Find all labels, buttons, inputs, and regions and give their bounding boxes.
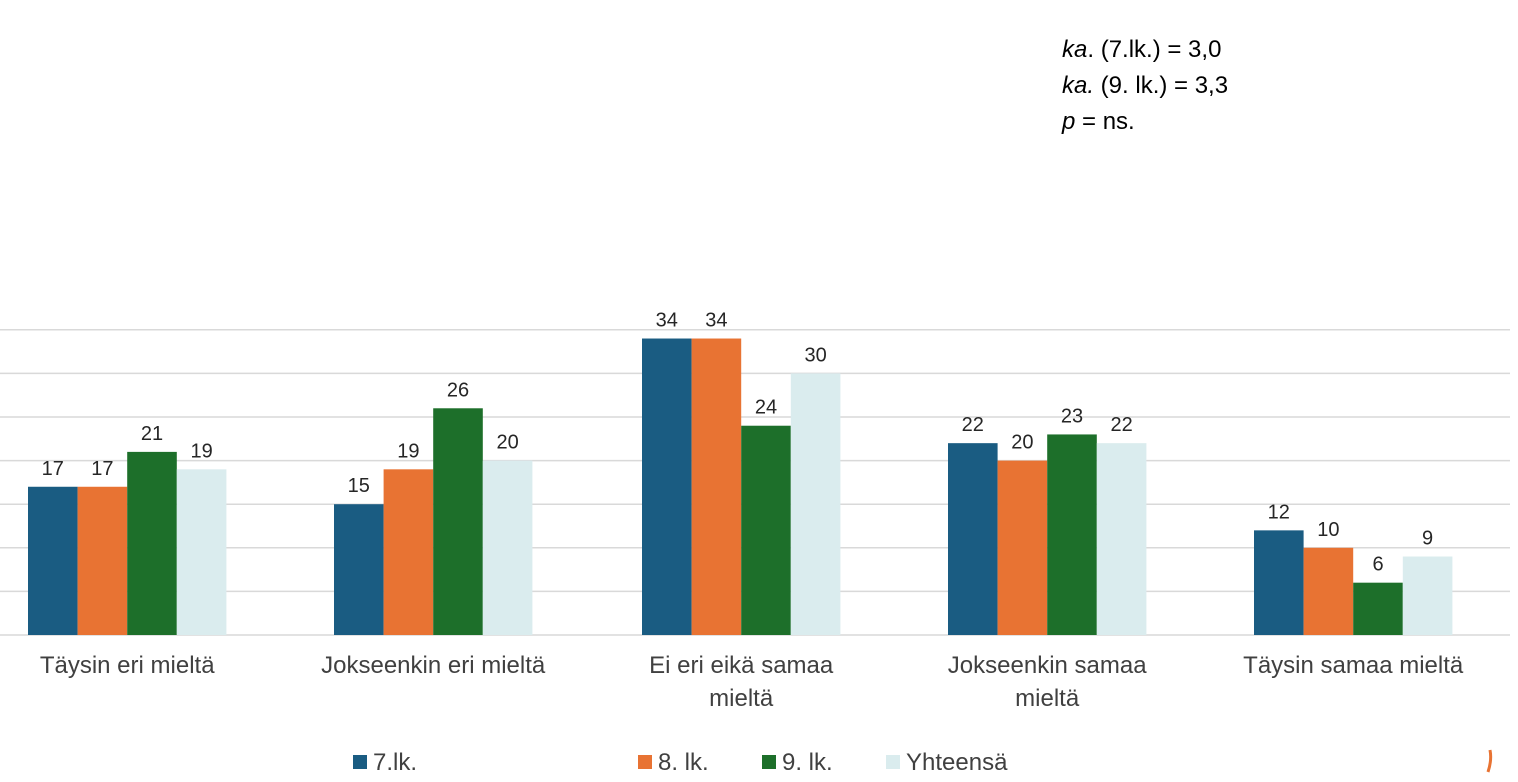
bar-5-series-3 (1353, 582, 1403, 635)
data-label: 20 (1011, 432, 1033, 454)
bars-group (28, 338, 1453, 635)
bar-5-series-1 (1254, 530, 1304, 635)
bar-5-series-2 (1303, 547, 1354, 635)
data-label: 22 (1110, 414, 1132, 436)
legend-label: 9. lk. (782, 749, 833, 776)
annotation-line: ka. (9. lk.) = 3,3 (1062, 72, 1228, 99)
x-tick-label: Jokseenkin eri mieltä (321, 652, 546, 679)
legend-label: 7.lk. (373, 749, 417, 776)
annotation-line: p = ns. (1061, 108, 1135, 135)
data-label: 30 (804, 344, 826, 366)
data-label: 23 (1061, 405, 1083, 427)
data-label: 26 (447, 379, 469, 401)
bar-2-series-2 (383, 469, 434, 635)
data-label: 24 (755, 397, 777, 419)
data-label: 10 (1317, 519, 1339, 541)
legend-swatch (886, 755, 900, 769)
data-label: 20 (496, 432, 518, 454)
data-label: 22 (962, 414, 984, 436)
data-label: 19 (190, 440, 212, 462)
bar-4-series-1 (948, 443, 998, 635)
bar-1-series-3 (127, 451, 177, 635)
data-labels-group: 17 17 21 19 15 19 26 20 34 34 24 30 22 20 23 22 12 10 6 9 (42, 310, 1433, 576)
legend: 7.lk. 8. lk. 9. lk. Yhteensä (353, 749, 1008, 776)
legend-label: Yhteensä (906, 749, 1008, 776)
data-label: 19 (397, 440, 419, 462)
x-tick-label: Täysin eri mieltä (40, 652, 215, 679)
bar-2-series-1 (334, 504, 384, 635)
annotation-line: ka. (7.lk.) = 3,0 (1062, 36, 1221, 63)
x-tick-label: Jokseenkin samaa mieltä (948, 652, 1147, 712)
bar-5-series-4 (1402, 556, 1453, 635)
legend-swatch (353, 755, 367, 769)
bar-1-series-4 (176, 469, 227, 635)
legend-label: 8. lk. (658, 749, 709, 776)
logo-mark (1486, 749, 1493, 773)
bar-2-series-3 (433, 408, 483, 635)
bar-2-series-4 (482, 460, 533, 635)
bar-3-series-3 (741, 425, 791, 635)
data-label: 34 (656, 310, 678, 332)
bar-3-series-4 (790, 373, 841, 635)
data-label: 34 (705, 310, 727, 332)
data-label: 15 (348, 475, 370, 497)
x-tick-label: Ei eri eikä samaa mieltä (649, 652, 834, 712)
bar-4-series-2 (997, 460, 1048, 635)
bar-1-series-2 (77, 486, 128, 635)
data-label: 21 (141, 423, 163, 445)
legend-swatch (638, 755, 652, 769)
data-label: 12 (1268, 501, 1290, 523)
bar-4-series-3 (1047, 434, 1097, 635)
x-tick-label: Täysin samaa mieltä (1243, 652, 1464, 679)
x-axis-tick-labels: Täysin eri mieltä Jokseenkin eri mieltä Ei… (40, 652, 1464, 712)
stats-annotation: ka. (7.lk.) = 3,0 ka. (9. lk.) = 3,3 p = n… (1061, 36, 1228, 135)
bar-4-series-4 (1096, 443, 1147, 635)
data-label: 9 (1422, 528, 1433, 550)
legend-swatch (762, 755, 776, 769)
bar-3-series-2 (691, 338, 742, 635)
data-label: 6 (1372, 554, 1383, 576)
data-label: 17 (91, 458, 113, 480)
bar-3-series-1 (642, 338, 692, 635)
bar-1-series-1 (28, 486, 78, 635)
data-label: 17 (42, 458, 64, 480)
